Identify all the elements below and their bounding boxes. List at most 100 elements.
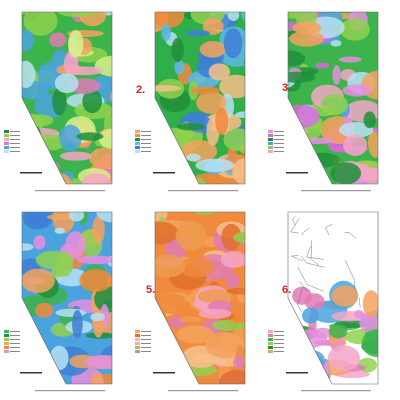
zone [90,312,105,322]
zone [361,329,378,358]
zone [176,123,205,131]
region-outline [297,266,324,292]
zone [94,286,112,313]
zone [198,308,232,319]
zone [195,158,235,173]
legend-text [10,147,20,148]
zone [330,40,342,47]
zone [226,287,245,295]
legend-text [10,135,20,136]
zone [108,373,112,384]
zone [76,255,112,265]
region-outline [345,260,355,289]
zone [174,59,185,75]
legend-swatch [268,350,273,353]
zone [92,215,105,244]
region-outline [325,224,333,235]
legend-text [141,151,151,152]
zone [288,71,316,83]
zone [22,12,30,15]
zone [301,307,320,324]
zone [175,220,207,251]
region-outline [344,232,356,239]
zone [179,316,203,323]
footer-note [168,190,238,192]
zone [59,124,82,152]
zone [76,132,104,141]
zone [205,331,245,359]
zone [208,63,231,81]
zone [54,73,79,94]
legend [135,330,151,353]
footer-note [35,190,105,192]
legend-swatch [135,334,140,337]
legend-swatch [4,142,9,145]
zone [338,122,374,138]
legend-text [141,339,151,340]
legend-swatch [268,138,273,141]
legend-text [141,139,151,140]
legend-swatch [135,150,140,153]
zone [232,158,245,184]
zone [22,243,34,251]
legend-text [274,331,284,332]
province-border [21,211,113,385]
legend [268,330,284,353]
legend-text [141,335,151,336]
zone [235,111,245,119]
zone [84,355,112,370]
region-outline [301,227,310,235]
zone [65,231,86,259]
zone [202,17,224,35]
zone [320,93,348,116]
zone [219,369,245,384]
legend [4,130,20,153]
legend-swatch [268,150,273,153]
legend-swatch [4,342,9,345]
zone [79,269,112,292]
legend-text [10,339,20,340]
legend-text [274,335,284,336]
region-outline [290,218,300,234]
zone [215,107,229,135]
legend-swatch [4,138,9,141]
legend-text [274,339,284,340]
zone [59,151,92,161]
legend-text [274,131,284,132]
legend-swatch [268,342,273,345]
zone [22,268,55,293]
zone [331,285,359,307]
panel-label: 2. [136,84,145,96]
zone [338,56,362,63]
zone [23,12,58,36]
zone [89,146,112,170]
legend-swatch [268,338,273,341]
zone [68,29,84,58]
legend [135,130,151,153]
legend-text [141,147,151,148]
zone [315,62,330,69]
region-outline [301,255,325,268]
zone [359,312,378,333]
zone [223,128,245,151]
legend-swatch [268,330,273,333]
zone [292,21,322,35]
zone [328,324,348,339]
zone [155,221,179,245]
legend-text [141,131,151,132]
legend-swatch [268,142,273,145]
legend-swatch [4,130,9,133]
legend [268,130,284,153]
zone [327,345,360,371]
legend-text [274,143,284,144]
legend-text [10,351,20,352]
zone [94,55,112,77]
legend-text [141,331,151,332]
region-outline [310,240,319,266]
legend-swatch [135,134,140,137]
zone [332,65,341,85]
footer-note [168,390,238,392]
zone [343,134,368,156]
zone [161,23,172,42]
